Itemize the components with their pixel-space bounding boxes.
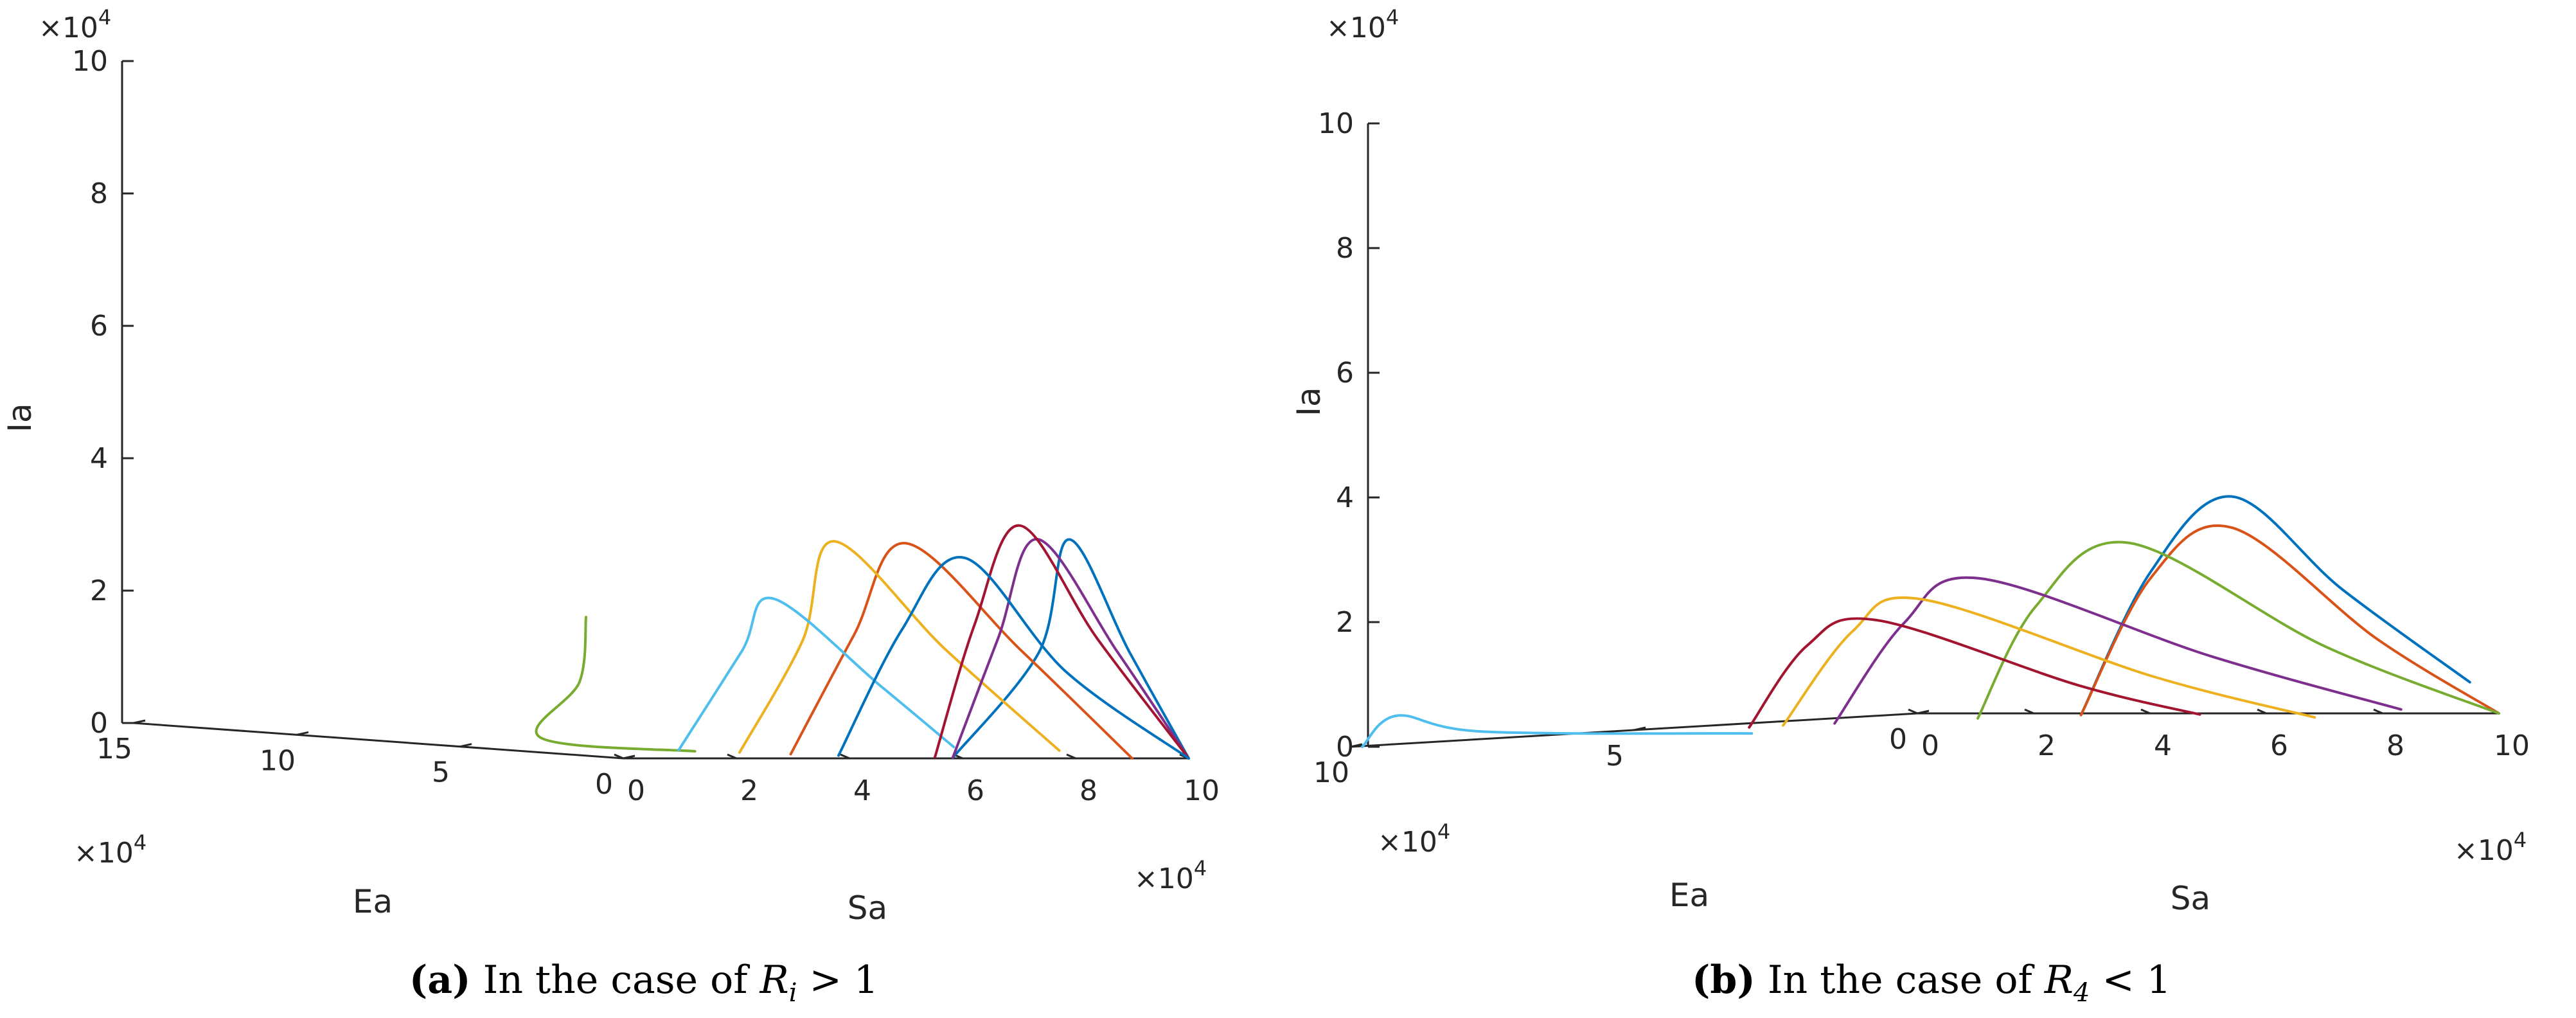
pa-z-tick-label: 4 — [90, 442, 108, 475]
pa-z-axis-label: Ia — [1, 403, 39, 432]
pb-z-tick-label: 2 — [1336, 606, 1354, 639]
caption-a-label: (a) — [409, 958, 471, 1003]
pb-z-tick-label: 8 — [1336, 232, 1354, 265]
pa-z-tick-label: 6 — [90, 310, 108, 343]
pb-z-tick-label: 6 — [1336, 357, 1354, 389]
pa-x-axis-label: Sa — [848, 889, 887, 927]
pa-series-line-2 — [738, 540, 1061, 754]
pa-x-tick-mark — [840, 753, 850, 760]
pb-z-tick-label: 4 — [1336, 481, 1354, 514]
pa-x-tick-mark — [727, 753, 737, 760]
pa-series-line-7 — [837, 556, 1190, 760]
pa-x-tick-label: 8 — [1079, 774, 1097, 807]
caption-a-var: R — [759, 958, 789, 1003]
pb-x-tick-label: 4 — [2154, 729, 2172, 762]
pb-x-tick-label: 8 — [2386, 729, 2404, 762]
pa-x-multiplier: ×104 — [1134, 856, 1207, 895]
pb-series-line-2 — [1976, 540, 2500, 720]
pa-x-tick-mark — [614, 753, 624, 760]
pa-y-multiplier: ×104 — [74, 830, 147, 870]
pb-y-tick-label: 0 — [1889, 723, 1907, 756]
pa-y-tick-label: 15 — [96, 733, 132, 765]
pa-y-tick-mark — [459, 743, 472, 748]
caption-a-sub: i — [788, 978, 797, 1008]
pa-z-multiplier: ×104 — [39, 5, 111, 44]
pb-y-tick-mark — [1350, 743, 1363, 748]
caption-b-rest: < 1 — [2090, 958, 2171, 1003]
pa-series-line-0 — [951, 538, 1190, 760]
pb-x-tick-mark — [2373, 708, 2383, 715]
panel-a: 0 2 4 6 8 10 0 2 4 6 8 10 0 5 10 15 Ia Sa Ea ×104 ×104 ×104 (… — [0, 5, 1288, 1008]
panel-b: 0 2 4 6 8 10 0 2 4 6 8 10 0 5 10 Ia Sa Ea ×104 ×104 ×104 (b)… — [1288, 0, 2575, 1018]
pa-z-tick-label: 0 — [90, 707, 108, 740]
caption-b-sub: 4 — [2073, 978, 2090, 1008]
pb-x-tick-mark — [2257, 708, 2267, 715]
caption-a-rest: > 1 — [797, 958, 879, 1003]
pa-series-line-6 — [934, 524, 1190, 760]
pb-z-tick-label: 10 — [1318, 107, 1354, 140]
pb-x-tick-label: 0 — [1921, 729, 1939, 762]
pa-y-axis-label: Ea — [353, 883, 393, 920]
caption-a: (a) In the case of Ri > 1 — [0, 958, 1288, 1008]
pb-y-tick-label: 10 — [1313, 756, 1349, 789]
pa-y-tick-mark — [623, 755, 635, 760]
pa-x-tick-label: 4 — [853, 774, 871, 807]
pb-y-multiplier: ×104 — [1378, 819, 1450, 859]
pb-series-line-1 — [2079, 524, 2500, 717]
pa-y-tick-mark — [296, 731, 309, 736]
pa-series-line-1 — [789, 542, 1133, 760]
caption-b-label: (b) — [1692, 958, 1755, 1003]
caption-b-text: In the case of — [1767, 958, 2032, 1003]
pb-series-line-3 — [1833, 576, 2403, 725]
pa-y-tick-label: 10 — [260, 744, 296, 777]
pb-x-tick-mark — [2140, 708, 2151, 715]
pb-x-tick-label: 2 — [2038, 729, 2056, 762]
pb-z-axis-label: Ia — [1290, 387, 1328, 416]
pb-x-multiplier: ×104 — [2454, 828, 2527, 867]
caption-b: (b) In the case of R4 < 1 — [1288, 958, 2575, 1008]
pb-y-tick-mark — [1917, 710, 1930, 715]
caption-b-var: R — [2044, 958, 2074, 1003]
pa-y-axis-line — [133, 722, 624, 760]
pa-series-line-5 — [677, 596, 955, 752]
pb-x-tick-mark — [2024, 708, 2034, 715]
pa-x-tick-label: 0 — [627, 774, 645, 807]
pa-x-tick-label: 6 — [966, 774, 984, 807]
chart-a: 0 2 4 6 8 10 0 2 4 6 8 10 0 5 10 15 Ia Sa Ea ×104 ×104 ×104 — [1, 5, 1220, 927]
pb-x-axis-label: Sa — [2171, 880, 2210, 917]
pa-series-line-3 — [951, 538, 1190, 760]
pb-y-axis-label: Ea — [1669, 877, 1709, 914]
pa-x-tick-mark — [1066, 753, 1076, 760]
pb-x-tick-mark — [1908, 708, 1918, 715]
pb-x-tick-label: 10 — [2494, 729, 2530, 762]
pa-z-tick-label: 2 — [90, 575, 108, 607]
pb-series-line-4 — [1782, 596, 2316, 727]
pb-series-line-5 — [1748, 617, 2201, 729]
pb-series-line-6 — [1361, 714, 1754, 748]
pb-x-tick-label: 6 — [2270, 729, 2288, 762]
pb-y-tick-mark — [1633, 726, 1646, 731]
pb-z-multiplier: ×104 — [1326, 5, 1399, 44]
pb-y-tick-label: 5 — [1606, 740, 1624, 772]
pa-x-tick-label: 2 — [740, 774, 758, 807]
pa-x-tick-label: 10 — [1184, 774, 1220, 807]
pa-z-tick-label: 8 — [90, 177, 108, 210]
pa-y-tick-mark — [133, 719, 146, 724]
caption-a-text: In the case of — [483, 958, 748, 1003]
pa-z-tick-label: 10 — [72, 45, 108, 78]
pa-series-line-4 — [535, 616, 697, 753]
pa-y-tick-label: 0 — [595, 768, 613, 801]
pa-y-tick-label: 5 — [432, 756, 450, 789]
